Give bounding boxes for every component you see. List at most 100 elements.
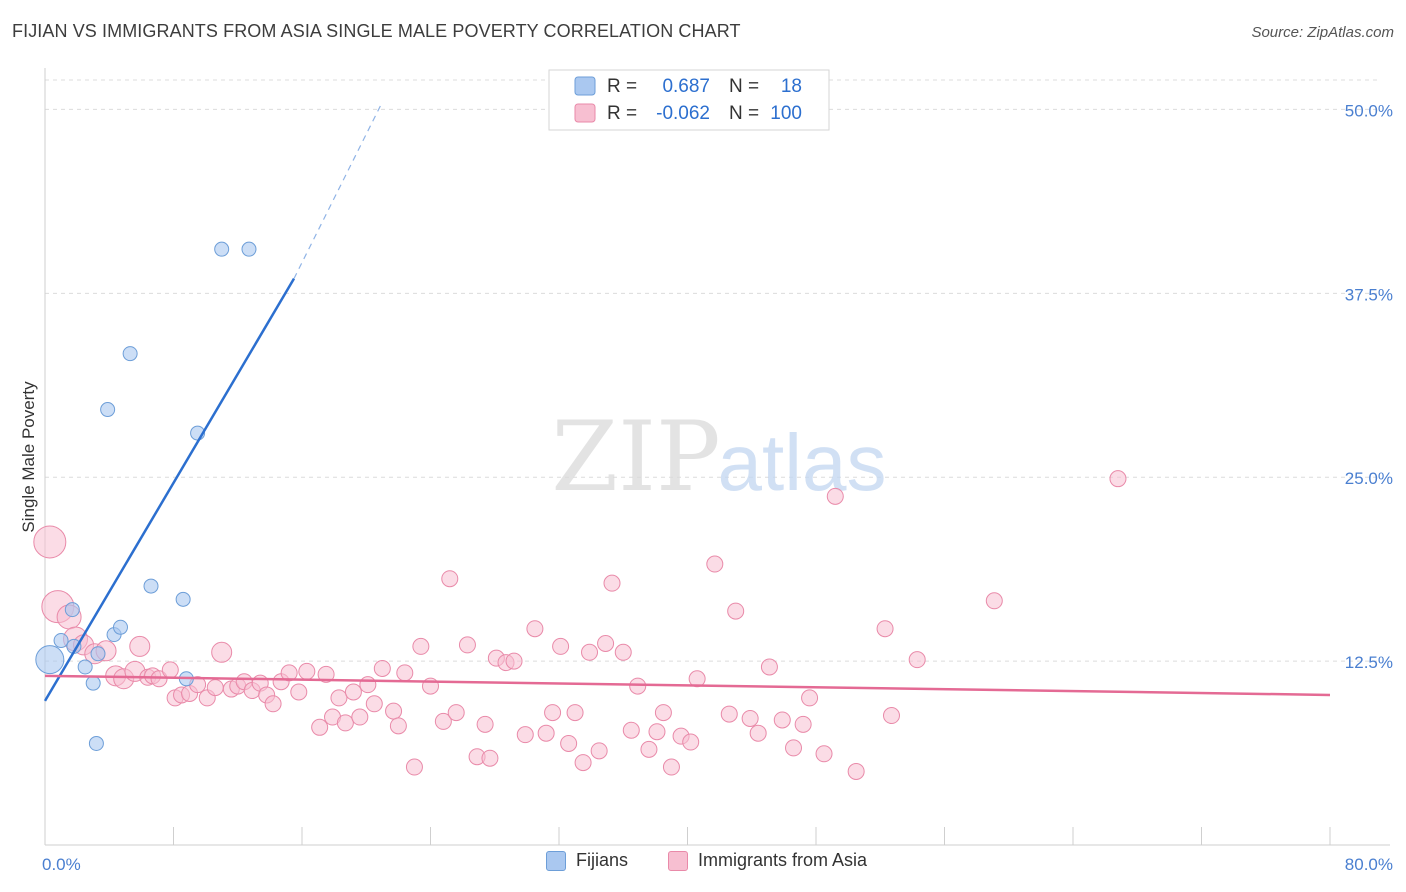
asia-point-46	[405, 758, 423, 776]
asia-point-91	[815, 745, 833, 763]
watermark-zip: ZIP	[551, 401, 720, 513]
asia-point-72	[622, 721, 640, 739]
asia-point-38	[344, 683, 362, 701]
asia-point-52	[458, 636, 476, 654]
y-axis-label: Single Male Poverty	[19, 381, 38, 533]
axes	[44, 68, 1390, 846]
fijian-point-2	[64, 602, 80, 618]
fijian-point-0	[35, 645, 65, 675]
asia-point-63	[552, 637, 570, 655]
asia-r-value: -0.062	[656, 103, 710, 124]
trend-lines	[43, 101, 1331, 702]
asia-point-32	[298, 662, 316, 680]
asia-point-44	[389, 717, 407, 735]
asia-point-81	[706, 555, 724, 573]
asia-point-67	[581, 643, 599, 661]
legend-item-immigrants-from-asia[interactable]: Immigrants from Asia	[668, 850, 867, 871]
y-tick-label-0: 12.5%	[1345, 653, 1393, 672]
asia-point-40	[359, 676, 377, 694]
asia-point-0	[33, 525, 67, 559]
legend-label-fijians: Fijians	[576, 850, 629, 870]
asia-point-14	[161, 661, 179, 679]
asia-point-37	[336, 714, 354, 732]
asia-point-77	[662, 758, 680, 776]
fijian-point-16	[214, 241, 230, 257]
asia-r-label: R =	[607, 103, 637, 124]
asia-point-49	[434, 712, 452, 730]
asia-point-42	[373, 659, 391, 677]
stats-legend: R = 0.687 N = 18 R = -0.062 N = 100	[548, 69, 830, 131]
asia-point-58	[505, 652, 523, 670]
fijian-point-10	[100, 402, 116, 418]
asia-point-36	[330, 689, 348, 707]
asia-point-90	[801, 689, 819, 707]
asia-point-82	[720, 705, 738, 723]
chart-title: FIJIAN VS IMMIGRANTS FROM ASIA SINGLE MA…	[12, 21, 741, 41]
fijian-point-1	[53, 633, 69, 649]
fijian-point-11	[122, 346, 138, 362]
fijians-legend-swatch	[574, 76, 596, 96]
asia-trend-line	[44, 674, 1331, 697]
legend-swatch-immigrants-from-asia	[668, 850, 688, 871]
watermark-atlas: atlas	[718, 418, 887, 507]
asia-point-84	[741, 709, 759, 727]
asia-point-97	[985, 592, 1003, 610]
fijian-point-7	[90, 646, 106, 662]
asia-point-65	[566, 704, 584, 722]
asia-point-31	[290, 683, 308, 701]
asia-point-98	[1109, 470, 1127, 488]
asia-point-94	[876, 620, 894, 638]
asia-point-21	[211, 641, 233, 663]
asia-point-88	[785, 739, 803, 757]
legend-swatch-fijians	[546, 850, 566, 871]
fijians-r-label: R =	[607, 76, 637, 97]
asia-n-value: 100	[770, 103, 802, 124]
y-tick-label-3: 50.0%	[1345, 101, 1393, 120]
asia-point-74	[640, 740, 658, 758]
series-immigrants-from-asia	[33, 470, 1127, 780]
asia-point-71	[614, 643, 632, 661]
asia-point-92	[826, 487, 844, 505]
asia-point-75	[648, 723, 666, 741]
asia-point-47	[412, 637, 430, 655]
asia-point-30	[280, 664, 298, 682]
fijians-trend-line	[43, 277, 296, 702]
series-fijians	[35, 241, 257, 751]
asia-point-54	[476, 715, 494, 733]
asia-point-43	[385, 702, 403, 720]
gridlines	[45, 79, 1380, 662]
asia-point-73	[629, 677, 647, 695]
asia-point-60	[526, 620, 544, 638]
source-label: Source: ZipAtlas.com	[1251, 24, 1394, 41]
asia-point-28	[264, 695, 282, 713]
asia-point-50	[441, 570, 459, 588]
asia-point-93	[847, 762, 865, 780]
legend-item-fijians[interactable]: Fijians	[546, 850, 628, 871]
fijian-point-5	[85, 675, 101, 691]
asia-point-87	[773, 711, 791, 729]
asia-point-10	[129, 635, 151, 657]
fijians-n-value: 18	[781, 76, 802, 97]
asia-point-86	[760, 658, 778, 676]
asia-point-89	[794, 715, 812, 733]
asia-point-62	[544, 704, 562, 722]
asia-point-68	[590, 742, 608, 760]
asia-point-59	[516, 726, 534, 744]
asia-point-76	[654, 704, 672, 722]
asia-point-33	[311, 718, 329, 736]
asia-point-70	[603, 574, 621, 592]
fijian-point-13	[175, 591, 191, 607]
asia-point-45	[396, 664, 414, 682]
asia-point-64	[560, 734, 578, 752]
asia-point-95	[882, 707, 900, 725]
fijians-r-value: 0.687	[662, 76, 710, 97]
fijian-point-9	[112, 619, 128, 635]
series-legend: Fijians Immigrants from Asia	[0, 850, 1406, 880]
asia-point-20	[206, 679, 224, 697]
asia-point-96	[908, 651, 926, 669]
asia-point-69	[597, 634, 615, 652]
asia-point-39	[351, 708, 369, 726]
asia-point-55	[481, 749, 499, 767]
fijian-point-12	[143, 578, 159, 594]
